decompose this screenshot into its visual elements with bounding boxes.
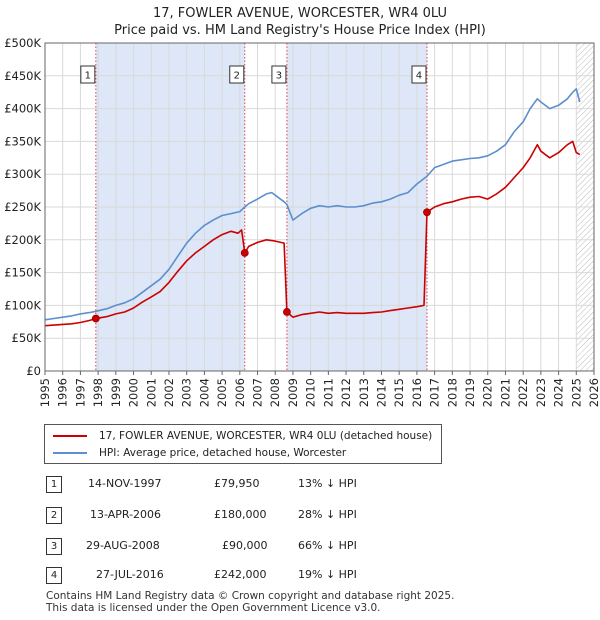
transaction-price: £79,950 [214,477,260,490]
x-tick-label: 2003 [180,378,194,407]
sale-marker-box [80,65,96,84]
x-tick-label: 2007 [251,378,265,407]
transaction-date: 29-AUG-2008 [86,539,160,552]
x-tick-label: 2012 [339,378,353,407]
sale-point [240,249,249,257]
legend-swatch-property [53,435,87,437]
transaction-number-badge: 1 [46,476,62,493]
y-tick-label: £450K [4,69,41,83]
x-tick-label: 2026 [587,378,600,407]
price-chart: 1 2 3 4 £0 £50K £100K £150K £200K £250K £300K £350… [4,36,600,407]
transaction-hpi-diff: 28% ↓ HPI [298,508,357,521]
x-tick-label: 2021 [498,378,512,407]
transaction-number-badge: 4 [46,567,62,584]
x-tick-label: 2000 [127,378,141,407]
hpi-line [44,88,581,321]
plot-frame [44,42,595,372]
x-tick-label: 1996 [56,378,70,407]
y-tick-label: £350K [4,134,41,148]
y-tick-label: £100K [4,298,41,312]
x-tick-label: 2005 [215,378,229,407]
x-tick-label: 1998 [91,378,105,407]
x-tick-label: 2018 [445,378,459,407]
y-tick-label: £200K [4,233,41,247]
y-tick-label: £400K [4,102,41,116]
property-price-line [44,140,581,327]
transaction-hpi-diff: 66% ↓ HPI [298,539,357,552]
transaction-hpi-diff: 13% ↓ HPI [298,477,357,490]
sale-marker-label: 3 [276,71,282,82]
sale-points [91,208,431,323]
sale-marker-box [271,65,287,84]
x-tick-label: 1999 [109,378,123,407]
sale-point [283,308,291,316]
x-tick-label: 2017 [428,378,442,407]
axes: £0 £50K £100K £150K £200K £250K £300K £350K £400… [4,36,600,407]
x-tick-label: 2009 [286,378,300,407]
chart-subtitle: Price paid vs. HM Land Registry's House … [114,23,486,38]
x-tick-label: 1997 [73,378,87,407]
x-tick-label: 2014 [374,378,388,407]
y-tick-label: £0 [26,364,41,378]
legend: 17, FOWLER AVENUE, WORCESTER, WR4 0LU (d… [44,424,442,464]
sale-marker-label: 1 [85,71,91,82]
sale-marker-label: 2 [234,71,240,82]
legend-item-hpi: HPI: Average price, detached house, Worc… [53,445,346,461]
transaction-date: 27-JUL-2016 [96,568,164,581]
y-tick-label: £300K [4,167,41,181]
sale-point [423,208,431,217]
x-tick-label: 2024 [552,378,566,407]
sale-marker-box [411,65,427,84]
y-tick-label: £250K [4,200,41,214]
x-tick-label: 2022 [516,378,530,407]
x-tick-label: 2015 [392,378,406,407]
footer-copyright: Contains HM Land Registry data © Crown c… [46,590,455,602]
sale-marker-label: 4 [416,71,422,82]
legend-label-hpi: HPI: Average price, detached house, Worc… [99,447,347,459]
footer-licence: This data is licensed under the Open Gov… [46,602,381,614]
x-tick-label: 2001 [144,378,158,407]
transaction-date: 14-NOV-1997 [88,477,162,490]
y-tick-label: £150K [4,266,41,280]
transaction-price: £180,000 [214,508,267,521]
legend-item-property: 17, FOWLER AVENUE, WORCESTER, WR4 0LU (d… [53,428,432,444]
sale-point [91,314,100,323]
sale-marker-labels: 1 2 3 4 [80,65,427,84]
x-tick-label: 2011 [321,378,335,407]
x-tick-label: 2006 [233,378,247,407]
transaction-hpi-diff: 19% ↓ HPI [298,568,357,581]
x-tick-label: 2010 [304,378,318,407]
x-tick-label: 2004 [197,378,211,407]
legend-swatch-hpi [53,452,87,454]
transaction-price: £242,000 [214,568,267,581]
sale-marker-box [229,65,245,84]
x-tick-label: 1995 [38,378,52,407]
x-tick-label: 2023 [534,378,548,407]
x-tick-label: 2020 [481,378,495,407]
y-tick-label: £500K [4,36,41,50]
x-tick-label: 2016 [410,378,424,407]
legend-label-property: 17, FOWLER AVENUE, WORCESTER, WR4 0LU (d… [99,430,433,442]
x-tick-label: 2008 [268,378,282,407]
x-tick-label: 2002 [162,378,176,407]
footer-attribution: Contains HM Land Registry data © Crown c… [46,590,454,614]
x-tick-label: 2013 [357,378,371,407]
x-tick-label: 2019 [463,378,477,407]
transaction-number-badge: 2 [46,507,62,524]
x-tick-label: 2025 [569,378,583,407]
transaction-price: £90,000 [222,539,268,552]
chart-title: 17, FOWLER AVENUE, WORCESTER, WR4 0LU [152,6,448,21]
transaction-number-badge: 3 [46,538,62,555]
y-tick-label: £50K [12,331,42,345]
transaction-date: 13-APR-2006 [90,508,162,521]
series-lines [44,88,581,327]
